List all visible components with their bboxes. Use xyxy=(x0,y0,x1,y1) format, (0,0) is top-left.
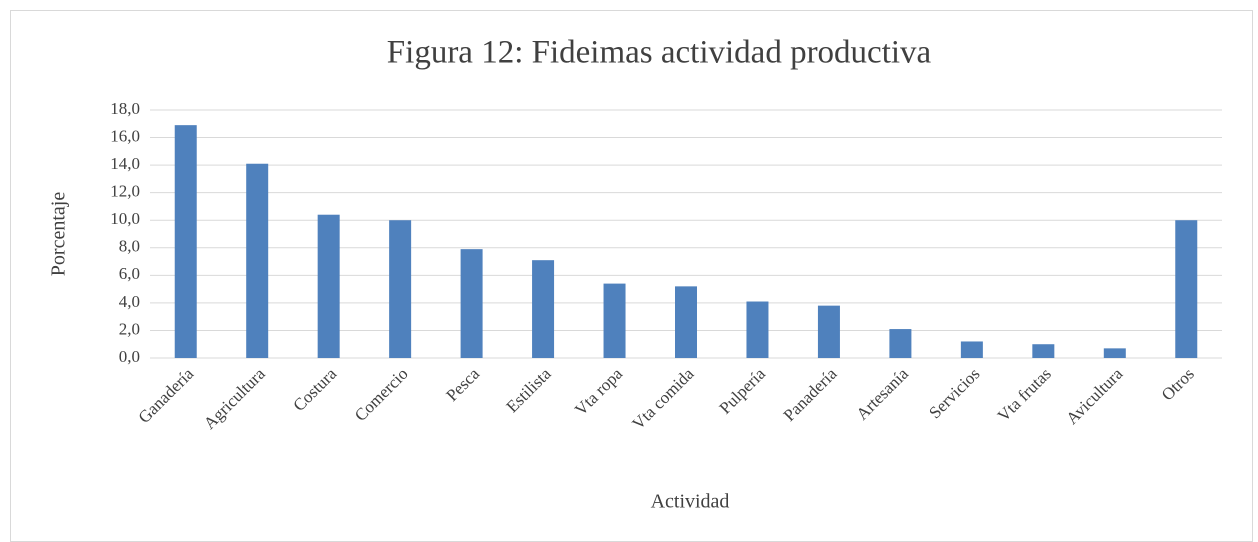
bar xyxy=(960,341,983,358)
y-tick-label: 10,0 xyxy=(110,209,140,228)
y-tick-label: 18,0 xyxy=(110,99,140,118)
y-tick-label: 8,0 xyxy=(119,237,140,256)
bar xyxy=(603,283,626,358)
chart-title: Figura 12: Fideimas actividad productiva xyxy=(387,35,932,71)
bar xyxy=(1175,220,1198,358)
bar xyxy=(317,214,340,358)
y-tick-label: 6,0 xyxy=(119,264,140,283)
y-tick-label: 4,0 xyxy=(119,292,140,311)
y-tick-label: 0,0 xyxy=(119,347,140,366)
bar xyxy=(174,125,197,359)
bar xyxy=(532,260,555,358)
bar xyxy=(889,329,912,358)
bar xyxy=(246,163,269,358)
bar xyxy=(460,249,483,358)
y-tick-label: 2,0 xyxy=(119,319,140,338)
chart-border xyxy=(10,10,1253,542)
y-tick-label: 14,0 xyxy=(110,154,140,173)
bar xyxy=(675,286,697,358)
y-tick-label: 16,0 xyxy=(110,126,140,145)
y-tick-label: 12,0 xyxy=(110,182,140,201)
bar xyxy=(1103,348,1126,358)
y-axis-title: Porcentaje xyxy=(48,192,70,277)
bar xyxy=(1032,344,1055,358)
bar xyxy=(817,305,840,358)
bar xyxy=(389,220,412,358)
bar xyxy=(746,301,769,358)
x-axis-title: Actividad xyxy=(651,491,730,513)
